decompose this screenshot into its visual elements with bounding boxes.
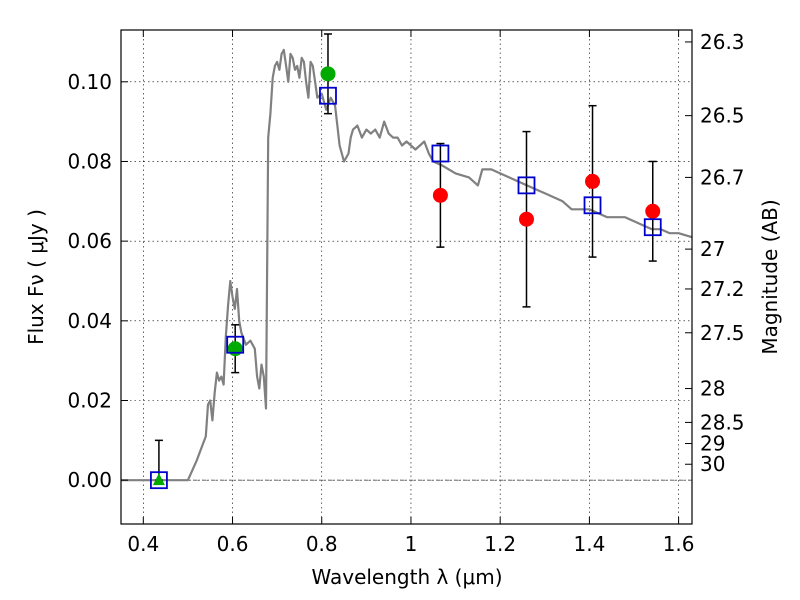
model-photometry-square	[319, 86, 337, 105]
x-tick-label: 0.4	[127, 532, 159, 556]
x-axis-label: Wavelength λ (μm)	[311, 565, 502, 589]
model-photometry-square	[431, 144, 450, 163]
observed-nir-point	[585, 173, 601, 189]
x-axis-ticks: 0.4 0.6 0.8 1 1.2 1.4 1.6	[127, 30, 695, 556]
y-axis-label: Flux Fν ( μJy )	[24, 209, 48, 345]
right-tick-label: 28.5	[700, 410, 745, 434]
grid-lines	[121, 30, 692, 524]
y-tick-label: 0.04	[67, 309, 112, 333]
y-axis-ticks: 0.00 0.02 0.04 0.06 0.08 0.10	[67, 70, 128, 492]
x-tick-label: 1.4	[573, 532, 605, 556]
observed-hst-point	[227, 341, 243, 357]
x-tick-label: 0.8	[306, 532, 338, 556]
right-tick-label: 29	[700, 432, 725, 456]
model-photometry-square	[150, 471, 168, 490]
y-tick-label: 0.10	[67, 70, 112, 94]
x-tick-label: 0.6	[217, 532, 249, 556]
axes-frame	[120, 29, 693, 525]
right-tick-label: 27.5	[700, 321, 745, 345]
right-tick-label: 30	[700, 452, 725, 476]
model-photometry-square	[226, 335, 245, 354]
right-tick-label: 26.7	[700, 165, 745, 189]
x-tick-label: 1.6	[663, 532, 695, 556]
y-tick-label: 0.08	[67, 149, 112, 173]
observed-nir-point	[518, 211, 534, 227]
model-photometry-square	[583, 196, 602, 215]
right-tick-label: 28	[700, 377, 725, 401]
x-tick-label: 1	[405, 532, 418, 556]
right-axis-label: Magnitude (AB)	[758, 199, 782, 354]
right-tick-label: 27.2	[700, 277, 745, 301]
model-photometry-square	[643, 218, 662, 237]
x-tick-label: 1.2	[484, 532, 516, 556]
y-tick-label: 0.06	[67, 229, 112, 253]
right-tick-label: 27	[700, 237, 725, 261]
observed-nir-point	[432, 187, 448, 203]
y-tick-label: 0.00	[67, 468, 112, 492]
observed-hst-point	[320, 66, 336, 82]
plot-area	[121, 33, 693, 490]
upper-limit-triangle	[152, 473, 165, 486]
model-photometry-square	[517, 176, 536, 195]
observed-nir-point	[645, 203, 661, 219]
y-tick-label: 0.02	[67, 389, 112, 413]
right-tick-label: 26.3	[700, 30, 745, 54]
right-tick-label: 26.5	[700, 104, 745, 128]
